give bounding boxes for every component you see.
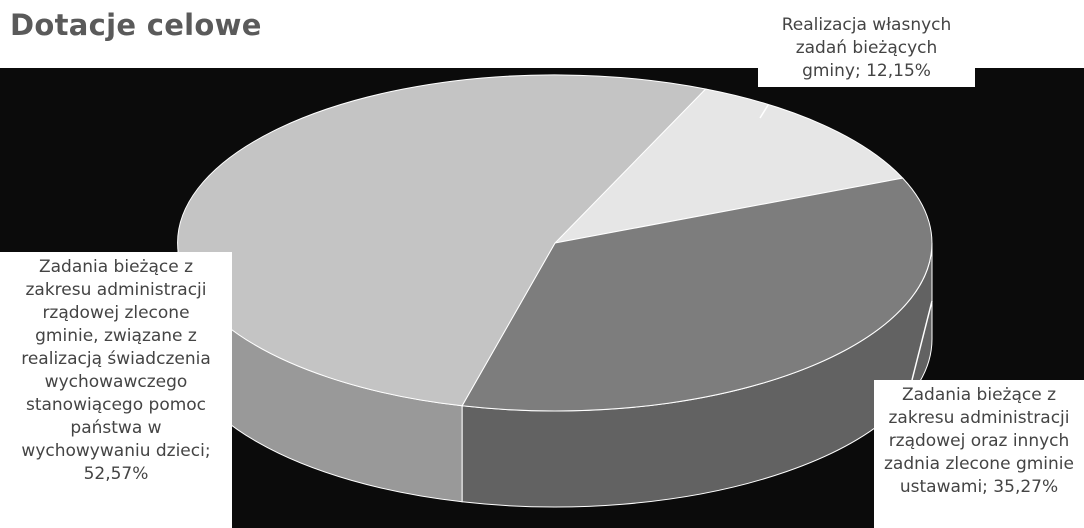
chart-title: Dotacje celowe [10, 8, 262, 42]
pie-slice-0 [553, 88, 904, 244]
pie-top-faces [177, 74, 933, 412]
leader-line-1 [911, 300, 933, 381]
data-label-zadania-wychowawcze: Zadania bieżące z zakresu administracji … [0, 252, 232, 528]
data-label-zadania-zlecone: Zadania bieżące z zakresu administracji … [874, 380, 1084, 528]
leader-line-0 [759, 104, 770, 119]
data-label-realizacja-wlasnych: Realizacja własnych zadań bieżących gmin… [758, 10, 975, 87]
pie-slice-2 [177, 74, 707, 407]
pie-slice-1 [461, 177, 933, 412]
